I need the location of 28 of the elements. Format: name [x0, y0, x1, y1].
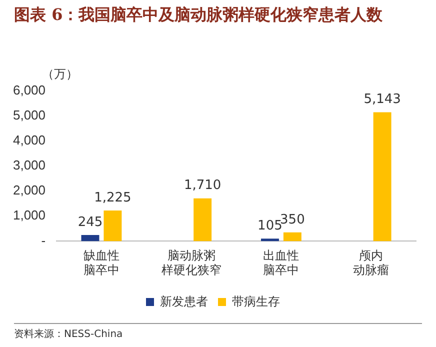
bar [194, 198, 212, 242]
chart-title: 图表 6：我国脑卒中及脑动脉粥样硬化狭窄患者人数 [14, 4, 384, 26]
data-label: 105 [258, 218, 282, 234]
bar [373, 112, 392, 242]
bar [260, 238, 279, 242]
bar [81, 235, 100, 242]
y-tick-label: 1,000 [12, 208, 46, 223]
text: 资料来源：NESS-China [14, 323, 422, 341]
y-tick-label: 5,000 [12, 107, 46, 122]
legend-label: 带病生存 [232, 294, 280, 308]
y-tick-label: - [41, 232, 46, 248]
data-label: 5,143 [364, 92, 401, 108]
bar [283, 232, 302, 242]
data-label: 350 [280, 212, 305, 228]
y-tick-label: 2,000 [12, 182, 46, 198]
bar [104, 210, 122, 242]
y-axis-title: （万） [42, 66, 78, 83]
y-tick-label: 3,000 [12, 158, 46, 173]
data-label: 1,225 [94, 190, 132, 206]
legend-label: 新发患者 [160, 294, 208, 308]
x-tick-label: 出血性脑卒中 [263, 248, 300, 277]
y-tick-label: 6,000 [12, 82, 46, 98]
y-tick-label: 4,000 [12, 132, 46, 148]
data-label: 245 [78, 214, 103, 230]
x-tick-label: 颅内动脉瘤 [353, 248, 390, 277]
x-tick-label: 脑动脉粥样硬化狭窄 [161, 248, 222, 277]
data-label: 1,710 [184, 178, 222, 194]
x-tick-label: 缺血性脑卒中 [83, 248, 120, 277]
